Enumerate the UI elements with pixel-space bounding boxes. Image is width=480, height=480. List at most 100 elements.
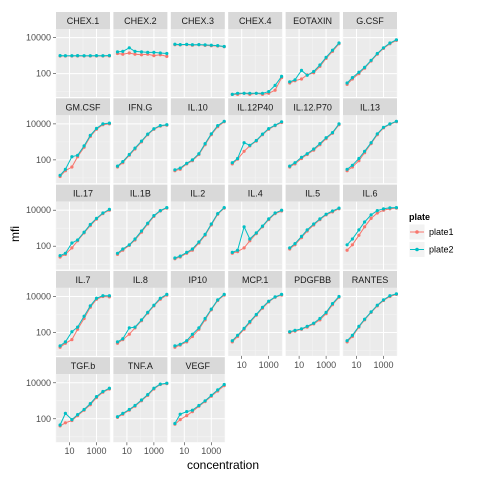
facet-strip-label: IL.13 <box>360 102 380 112</box>
data-point <box>165 54 169 59</box>
data-point <box>324 136 328 140</box>
facet-strip <box>170 12 225 29</box>
y-tick-label: 10000 <box>26 119 51 129</box>
data-point <box>101 122 105 126</box>
data-point <box>330 48 335 52</box>
facet-strip-label: PDGFBB <box>294 275 331 285</box>
data-point <box>337 294 341 299</box>
data-point <box>70 165 74 169</box>
facet-panel: PDGFBB 10 1000 <box>285 270 341 370</box>
data-point <box>82 230 86 234</box>
data-point <box>121 337 125 341</box>
data-point <box>70 246 74 250</box>
data-point <box>280 74 284 78</box>
data-point <box>369 310 373 314</box>
facet-panel: IL.7 100 10000 <box>26 270 111 356</box>
facet-strip <box>343 270 397 288</box>
data-point <box>236 248 240 252</box>
data-point <box>222 206 226 210</box>
facet-strip <box>170 184 225 202</box>
data-point <box>288 330 292 334</box>
data-point <box>288 80 292 84</box>
data-point <box>94 216 99 220</box>
data-point <box>260 305 265 309</box>
facet-strip <box>113 98 168 116</box>
data-point <box>107 121 111 125</box>
data-point <box>158 296 162 300</box>
data-point <box>158 382 162 386</box>
data-point <box>88 402 92 406</box>
data-point <box>388 294 392 298</box>
data-point <box>152 386 156 390</box>
facet-panels: CHEX.1 100 10000 CHEX.2 CHEX.3 CHEX.4 EOTAXIN G… <box>26 12 398 456</box>
legend-label: plate2 <box>429 245 454 255</box>
data-point <box>58 54 62 58</box>
data-point <box>178 254 182 258</box>
facet-panel: IL.10 <box>170 98 226 184</box>
data-point <box>350 243 354 247</box>
data-point <box>299 77 304 81</box>
data-point <box>305 324 309 328</box>
facet-strip <box>56 12 110 29</box>
data-point <box>280 120 284 124</box>
data-point <box>146 310 150 314</box>
data-point <box>394 292 398 296</box>
data-point <box>88 54 92 58</box>
y-tick-label: 10000 <box>26 205 51 215</box>
facet-strip-label: TNF.A <box>128 361 153 371</box>
data-point <box>146 393 150 397</box>
x-tick-label: 10 <box>64 446 74 456</box>
data-point <box>369 216 373 220</box>
facet-panel: IL.1B <box>113 184 169 270</box>
data-point <box>152 50 156 55</box>
facet-strip-label: IL.5 <box>305 189 320 199</box>
x-tick-label: 10 <box>294 360 304 370</box>
facet-strip <box>228 270 283 288</box>
data-point <box>94 395 99 399</box>
data-point <box>357 324 361 328</box>
x-tick-label: 10 <box>179 446 189 456</box>
data-point <box>357 70 361 74</box>
y-tick-label: 100 <box>36 69 51 79</box>
data-point <box>139 50 144 54</box>
data-point <box>288 164 292 168</box>
data-point <box>70 241 74 245</box>
data-point <box>273 211 277 215</box>
data-point <box>101 54 105 58</box>
data-point <box>254 312 258 317</box>
data-point <box>127 326 131 330</box>
data-point <box>209 43 213 47</box>
data-point <box>133 146 137 150</box>
data-point <box>318 142 322 146</box>
data-point <box>324 55 328 59</box>
data-point <box>324 310 328 314</box>
facet-strip-label: IL.17 <box>73 189 93 199</box>
data-point <box>318 63 322 67</box>
facet-panel: IL.17 100 10000 <box>26 184 111 270</box>
facet-strip-label: IL.4 <box>248 189 263 199</box>
data-point <box>242 141 246 145</box>
facet-strip <box>56 357 110 375</box>
facet-strip-label: VEGF <box>186 361 211 371</box>
data-point <box>197 240 201 244</box>
data-point <box>330 302 335 306</box>
data-point <box>280 292 284 296</box>
facet-strip <box>343 12 397 29</box>
facet-strip-label: GM.CSF <box>66 102 102 112</box>
data-point <box>197 152 201 156</box>
data-point <box>133 403 137 408</box>
data-point <box>82 54 86 58</box>
data-point <box>185 339 189 343</box>
data-point <box>94 126 99 130</box>
legend-label: plate1 <box>429 227 454 237</box>
data-point <box>127 51 131 55</box>
facet-strip-label: IL.1B <box>130 189 151 199</box>
data-point <box>121 49 125 54</box>
data-point <box>267 127 271 131</box>
facet-strip <box>170 270 225 288</box>
data-point <box>260 91 265 95</box>
data-point <box>165 51 169 56</box>
data-point <box>312 147 316 151</box>
data-point <box>190 247 194 251</box>
data-point <box>293 328 297 332</box>
